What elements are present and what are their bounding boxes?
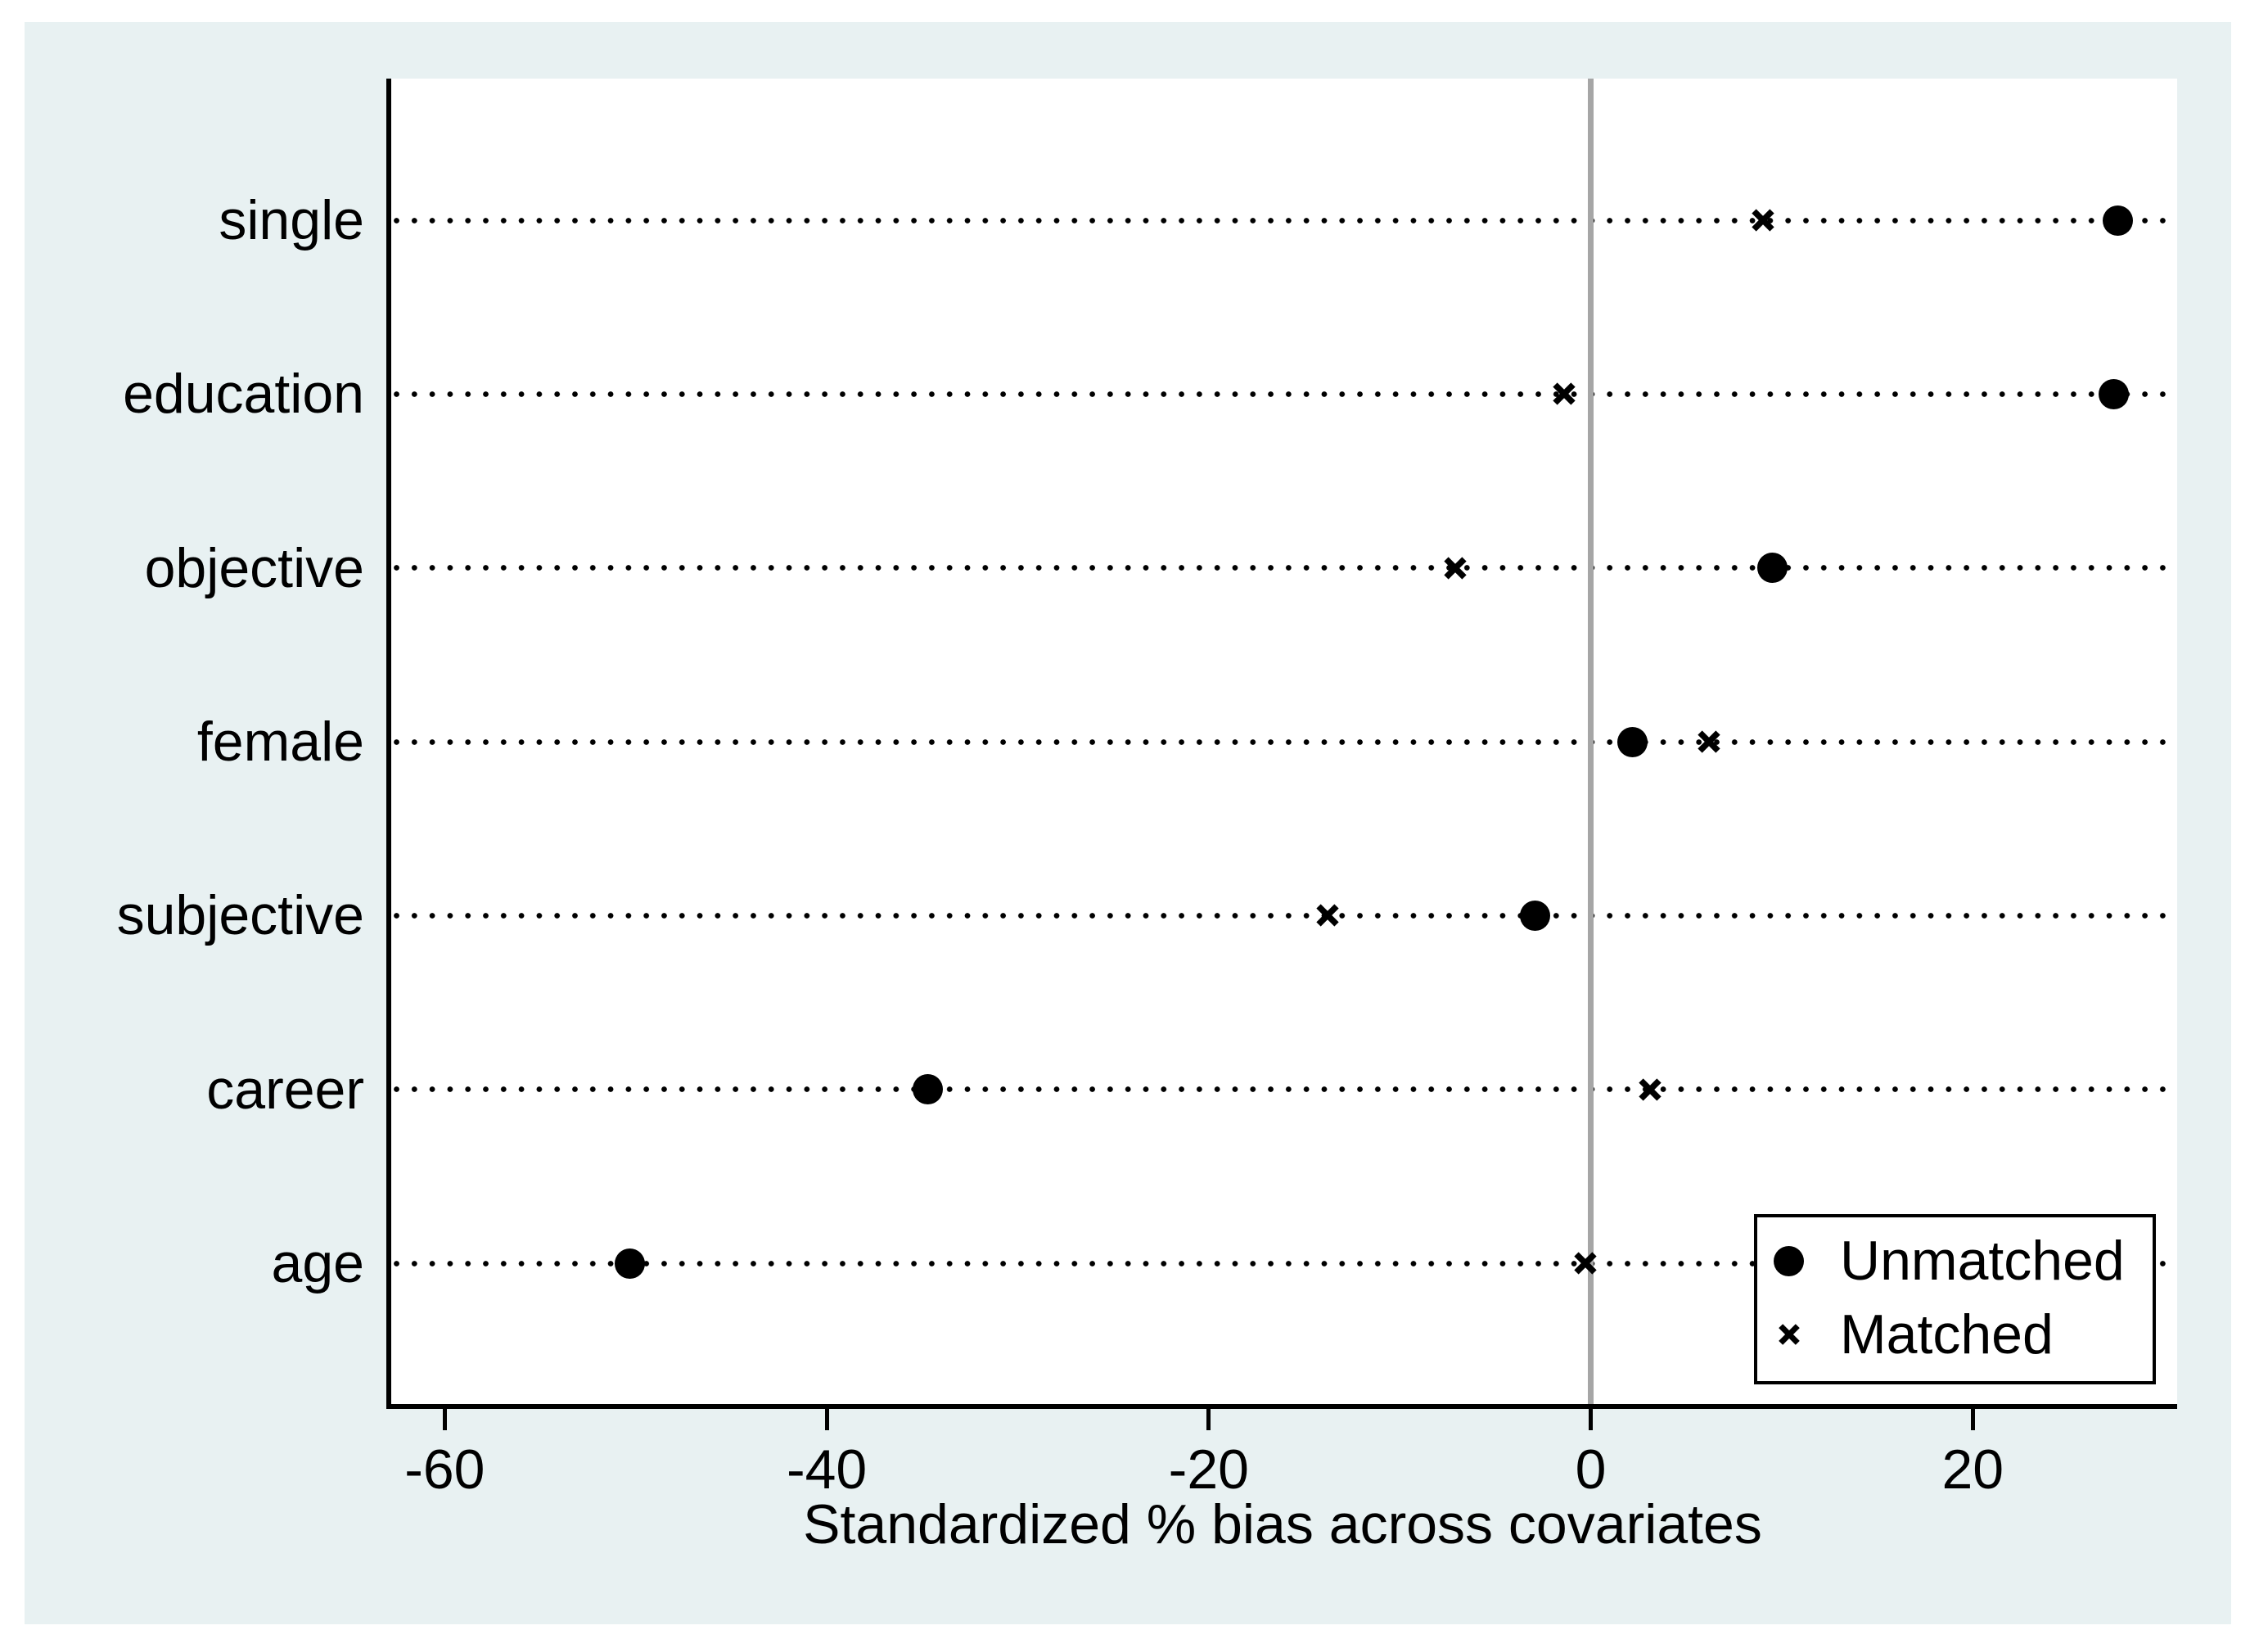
legend-entry-unmatched: Unmatched (1774, 1226, 2134, 1296)
marker-unmatched-age (615, 1248, 646, 1279)
x-axis-tick--60 (442, 1409, 447, 1430)
marker-matched-career (1637, 1077, 1663, 1103)
dotted-gridline-age (394, 1260, 2177, 1266)
dotted-gridline-career (394, 1086, 2177, 1093)
marker-matched-subjective (1314, 902, 1341, 928)
dotted-gridline-female (394, 738, 2177, 745)
y-axis-label-subjective: subjective (116, 884, 364, 947)
x-axis-tick-label--60: -60 (404, 1438, 485, 1501)
marker-unmatched-single (2103, 205, 2134, 236)
marker-matched-single (1750, 207, 1776, 233)
legend-circle-icon (1774, 1245, 1804, 1276)
y-axis-label-objective: objective (144, 536, 364, 599)
x-axis-tick-label-0: 0 (1575, 1438, 1607, 1501)
dotted-gridline-education (394, 391, 2177, 397)
legend-x-icon (1774, 1320, 1804, 1350)
x-axis-title: Standardized % bias across covariates (803, 1493, 1762, 1555)
marker-matched-education (1551, 381, 1577, 407)
x-axis-tick--20 (1206, 1409, 1211, 1430)
x-axis-tick-label-20: 20 (1941, 1438, 2004, 1501)
marker-unmatched-female (1617, 726, 1648, 757)
dotted-gridline-objective (394, 565, 2177, 571)
zero-reference-line (1588, 79, 1594, 1404)
marker-matched-female (1696, 729, 1722, 755)
marker-matched-age (1572, 1250, 1598, 1276)
y-axis-label-single: single (219, 189, 364, 251)
dotted-gridline-single (394, 217, 2177, 223)
y-axis-label-career: career (206, 1058, 364, 1121)
legend-entry-matched: Matched (1774, 1299, 2134, 1370)
x-axis-tick-label--40: -40 (786, 1438, 868, 1501)
y-axis-label-female: female (196, 711, 364, 773)
marker-unmatched-subjective (1520, 900, 1551, 931)
legend: Unmatched Matched (1754, 1214, 2156, 1384)
marker-unmatched-education (2099, 378, 2130, 409)
marker-matched-objective (1442, 555, 1468, 581)
x-axis-tick--40 (824, 1409, 829, 1430)
x-axis-tick-20 (1970, 1409, 1975, 1430)
x-axis-tick-0 (1589, 1409, 1594, 1430)
y-axis-label-education: education (123, 363, 364, 426)
y-axis-label-age: age (271, 1232, 364, 1294)
x-axis-tick-label--20: -20 (1168, 1438, 1249, 1501)
marker-unmatched-objective (1756, 553, 1788, 584)
legend-label-matched: Matched (1840, 1303, 2054, 1366)
marker-unmatched-career (913, 1074, 944, 1105)
dotted-gridline-subjective (394, 912, 2177, 919)
legend-label-unmatched: Unmatched (1840, 1230, 2125, 1292)
